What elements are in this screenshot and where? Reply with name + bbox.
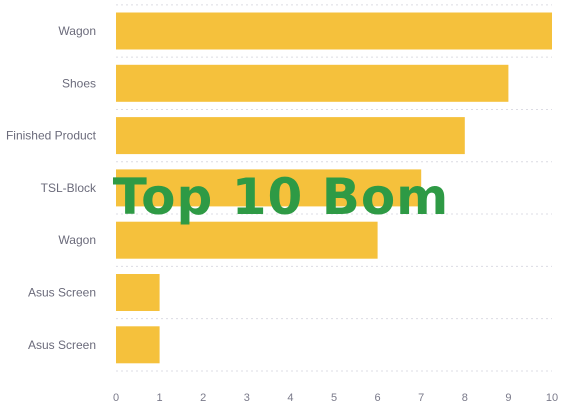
x-tick-label: 4 [287, 392, 293, 404]
category-label: Wagon [58, 233, 96, 247]
x-tick-label: 3 [244, 392, 250, 404]
category-label: TSL-Block [41, 181, 97, 195]
bar[interactable] [116, 117, 465, 155]
category-labels: Wagon Shoes Finished Product TSL-Block Wagon… [6, 24, 97, 352]
x-tick-label: 7 [418, 392, 424, 404]
x-tick-label: 5 [331, 392, 337, 404]
x-tick-label: 8 [462, 392, 468, 404]
bar[interactable] [116, 221, 378, 259]
x-tick-label: 2 [200, 392, 206, 404]
x-tick-label: 9 [505, 392, 511, 404]
category-label: Finished Product [6, 129, 97, 143]
x-axis-ticks: 0 1 2 3 4 5 6 7 8 9 10 [113, 392, 558, 404]
category-label: Asus Screen [28, 338, 96, 352]
category-label: Wagon [58, 24, 96, 38]
bar[interactable] [116, 169, 422, 207]
category-label: Asus Screen [28, 286, 96, 300]
bar[interactable] [116, 12, 552, 50]
x-tick-label: 6 [375, 392, 381, 404]
x-tick-label: 0 [113, 392, 119, 404]
bar-layer [116, 12, 552, 364]
bar[interactable] [116, 274, 160, 311]
x-tick-label: 10 [546, 392, 558, 404]
x-tick-label: 1 [157, 392, 163, 404]
bar[interactable] [116, 64, 509, 102]
category-label: Shoes [62, 76, 96, 90]
bar[interactable] [116, 326, 160, 364]
